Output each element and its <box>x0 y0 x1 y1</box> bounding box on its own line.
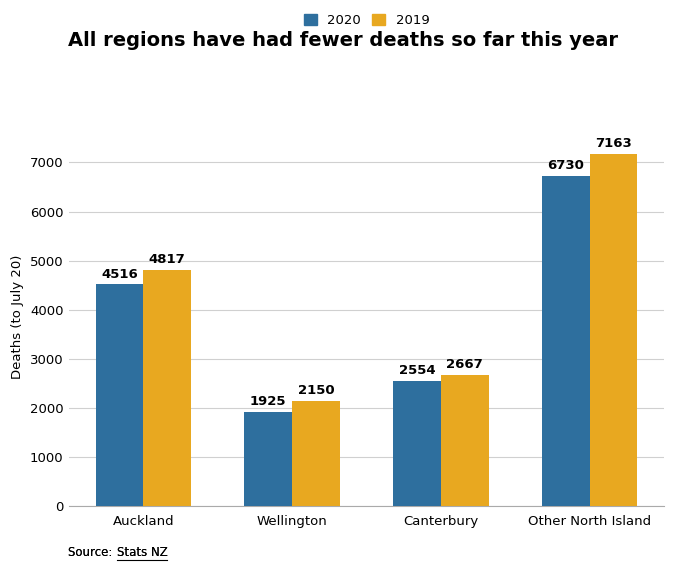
Bar <box>441 375 488 506</box>
Text: 6730: 6730 <box>547 159 584 172</box>
Text: Stats NZ: Stats NZ <box>116 546 167 559</box>
Bar <box>393 381 441 506</box>
Bar <box>245 412 292 506</box>
Bar <box>590 154 637 506</box>
Text: 2554: 2554 <box>399 364 436 377</box>
Bar <box>96 285 143 506</box>
Legend: 2020, 2019: 2020, 2019 <box>303 13 429 27</box>
Bar <box>542 176 590 506</box>
Text: Stats NZ: Stats NZ <box>116 546 167 559</box>
Bar <box>292 401 340 506</box>
Text: Source:: Source: <box>68 546 116 559</box>
Bar <box>143 269 191 506</box>
Text: All regions have had fewer deaths so far this year: All regions have had fewer deaths so far… <box>68 31 617 50</box>
Text: 4516: 4516 <box>101 268 138 281</box>
Text: 1925: 1925 <box>250 395 286 408</box>
Text: 4817: 4817 <box>149 253 186 266</box>
Y-axis label: Deaths (to July 20): Deaths (to July 20) <box>12 255 25 379</box>
Text: 2667: 2667 <box>447 359 483 371</box>
Text: 7163: 7163 <box>595 137 632 151</box>
Text: 2150: 2150 <box>297 384 334 397</box>
Text: Source:: Source: <box>68 546 116 559</box>
